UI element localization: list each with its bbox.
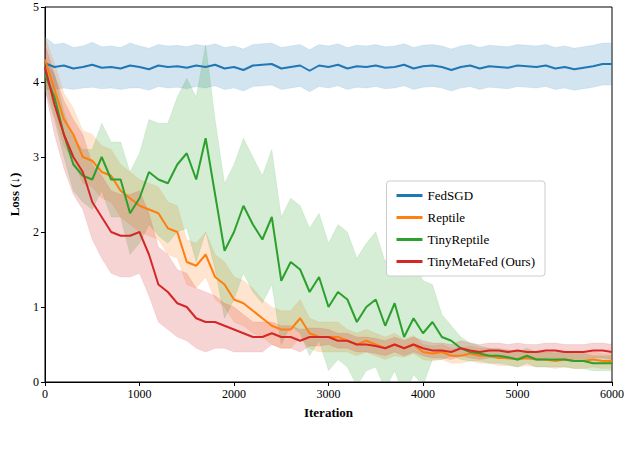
svg-text:4000: 4000 [411, 387, 435, 401]
svg-text:1000: 1000 [128, 387, 152, 401]
svg-text:FedSGD: FedSGD [428, 188, 474, 203]
svg-text:3: 3 [33, 150, 39, 164]
svg-text:5000: 5000 [506, 387, 530, 401]
svg-text:Loss (↓): Loss (↓) [7, 173, 22, 217]
svg-text:6000: 6000 [600, 387, 624, 401]
svg-text:2: 2 [33, 225, 39, 239]
svg-text:5: 5 [33, 0, 39, 14]
svg-text:Iteration: Iteration [304, 405, 354, 420]
svg-text:TinyMetaFed (Ours): TinyMetaFed (Ours) [428, 254, 536, 269]
svg-text:1: 1 [33, 300, 39, 314]
svg-text:TinyReptile: TinyReptile [428, 232, 490, 247]
svg-text:2000: 2000 [222, 387, 246, 401]
svg-text:0: 0 [42, 387, 48, 401]
svg-text:Reptile: Reptile [428, 210, 466, 225]
svg-text:3000: 3000 [317, 387, 341, 401]
svg-text:0: 0 [33, 375, 39, 389]
svg-text:4: 4 [33, 75, 39, 89]
